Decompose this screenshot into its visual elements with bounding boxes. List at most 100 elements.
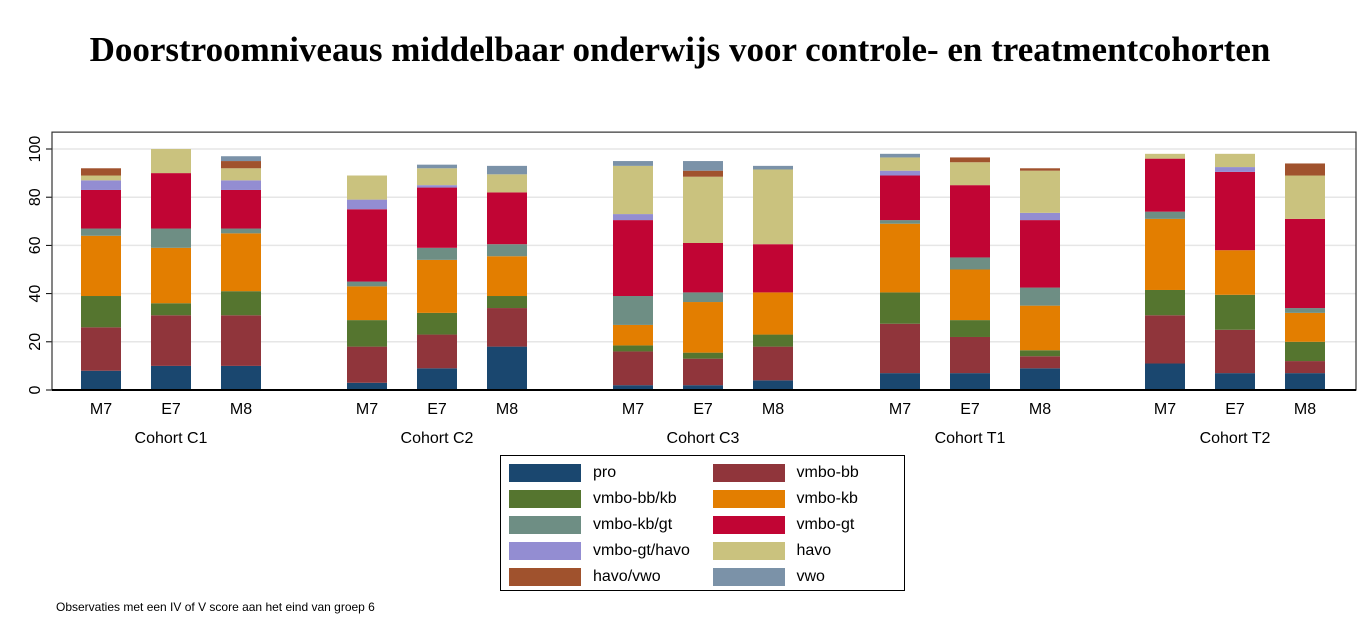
legend-item: pro: [509, 462, 693, 483]
chart-note: Observaties met een IV of V score aan he…: [56, 600, 375, 614]
bar-segment-vmbo-bb-kb: [81, 296, 121, 328]
chart-title: Doorstroomniveaus middelbaar onderwijs v…: [89, 30, 1271, 69]
bar-segment-havo: [221, 168, 261, 181]
bar-segment-vwo: [880, 153, 920, 158]
bar-segment-havo-vwo: [950, 157, 990, 163]
bar-segment-vmbo-bb-kb: [221, 291, 261, 316]
bar-segment-vwo: [613, 161, 653, 166]
bar-segment-vmbo-kb-gt: [1020, 287, 1060, 306]
bar-segment-vmbo-kb: [880, 223, 920, 293]
bar-segment-vmbo-gt-havo: [1020, 212, 1060, 221]
bar-segment-vmbo-bb: [81, 327, 121, 371]
legend-swatch: [712, 515, 785, 534]
bar-segment-vmbo-gt: [487, 192, 527, 245]
bar-segment-havo: [1145, 153, 1185, 159]
category-label: M7: [90, 401, 112, 418]
bar-segment-pro: [1145, 363, 1185, 390]
category-label: E7: [427, 401, 447, 418]
y-tick-label: 20: [27, 333, 44, 351]
group-label: Cohort T1: [935, 430, 1006, 447]
bar-segment-pro: [1215, 373, 1255, 390]
bar-segment-vmbo-kb-gt: [417, 247, 457, 260]
bar-segment-vmbo-bb-kb: [417, 312, 457, 335]
bar-segment-havo-vwo: [1285, 163, 1325, 176]
bar-segment-havo: [613, 165, 653, 215]
bar-segment-vmbo-bb: [1145, 315, 1185, 364]
bar-segment-pro: [753, 380, 793, 390]
bar-segment-vmbo-bb-kb: [1145, 289, 1185, 316]
bar-segment-vmbo-bb: [347, 346, 387, 383]
bar-segment-vmbo-bb-kb: [1020, 350, 1060, 357]
bar-segment-vmbo-kb: [1215, 250, 1255, 295]
bar-segment-havo: [880, 157, 920, 171]
legend-item: havo: [712, 540, 897, 561]
bar-segment-vwo: [417, 164, 457, 169]
bar-segment-havo: [1215, 153, 1255, 168]
bar-segment-havo: [1020, 170, 1060, 213]
bar-segment-havo-vwo: [1020, 168, 1060, 171]
bar-segment-vwo: [221, 156, 261, 162]
bar-segment-vmbo-kb: [613, 324, 653, 346]
bar-segment-vmbo-gt-havo: [417, 185, 457, 188]
bar-segment-havo: [81, 175, 121, 181]
bar-segment-vmbo-kb: [151, 247, 191, 304]
bar-segment-vmbo-gt: [1145, 158, 1185, 212]
bar-segment-pro: [880, 373, 920, 390]
category-label: M8: [1029, 401, 1051, 418]
bar-segment-havo-vwo: [683, 170, 723, 177]
y-tick-label: 0: [27, 385, 44, 394]
bar-segment-havo-vwo: [221, 161, 261, 169]
category-label: E7: [960, 401, 980, 418]
bar-segment-vmbo-kb-gt: [221, 228, 261, 234]
bar-segment-vmbo-gt: [613, 220, 653, 297]
bar-segment-vmbo-bb: [151, 315, 191, 366]
legend-item: vmbo-kb: [712, 488, 897, 509]
bar-segment-pro: [151, 365, 191, 390]
legend-item: vmbo-bb/kb: [509, 488, 693, 509]
y-tick-label: 100: [27, 136, 44, 163]
legend-swatch: [712, 541, 785, 560]
bar-segment-vmbo-gt: [683, 242, 723, 293]
legend-swatch: [712, 567, 785, 586]
bar-segment-vmbo-kb-gt: [950, 257, 990, 270]
bar-segment-vmbo-gt: [1020, 220, 1060, 288]
bar-segment-vmbo-gt-havo: [81, 180, 121, 190]
bar-segment-vmbo-kb: [1020, 305, 1060, 351]
y-tick-label: 40: [27, 285, 44, 303]
legend-label: vmbo-bb: [796, 463, 859, 481]
bar-segment-vmbo-gt: [753, 244, 793, 293]
bar-segment-vmbo-gt-havo: [613, 214, 653, 221]
bar-segment-vwo: [683, 161, 723, 171]
bar-segment-vmbo-bb: [487, 308, 527, 347]
bar-segment-vmbo-bb-kb: [880, 292, 920, 324]
bar-segment-pro: [950, 373, 990, 390]
category-label: M7: [622, 401, 644, 418]
bar-segment-havo: [487, 174, 527, 193]
legend: pro vmbo-bb vmbo-bb/kb vmbo-kb vmbo-kb/gt vmb…: [500, 455, 905, 591]
bar-segment-vmbo-gt: [1285, 218, 1325, 309]
category-label: E7: [1225, 401, 1245, 418]
group-label: Cohort T2: [1200, 430, 1271, 447]
legend-label: vmbo-kb: [796, 489, 858, 507]
bar-segment-vmbo-bb-kb: [487, 296, 527, 309]
bar-segment-havo-vwo: [81, 168, 121, 176]
bar-segment-vmbo-bb-kb: [753, 334, 793, 347]
bar-segment-pro: [81, 370, 121, 390]
bar-segment-vmbo-gt: [417, 187, 457, 248]
category-label: M8: [1294, 401, 1316, 418]
category-label: M7: [356, 401, 378, 418]
group-label: Cohort C3: [667, 430, 740, 447]
bar-segment-vmbo-gt: [347, 209, 387, 282]
bar-segment-pro: [1285, 373, 1325, 390]
legend-label: vmbo-gt/havo: [593, 541, 690, 559]
bar-segment-vmbo-kb-gt: [683, 292, 723, 303]
category-label: M8: [496, 401, 518, 418]
bar-segment-vmbo-bb-kb: [347, 320, 387, 347]
bar-segment-havo: [753, 169, 793, 245]
legend-label: havo: [796, 541, 832, 559]
legend-label: vmbo-kb/gt: [593, 515, 673, 533]
bar-segment-vmbo-bb-kb: [1215, 294, 1255, 330]
bar-segment-vmbo-bb: [753, 346, 793, 381]
bar-segment-vmbo-bb-kb: [613, 345, 653, 352]
bar-segment-havo: [950, 162, 990, 186]
